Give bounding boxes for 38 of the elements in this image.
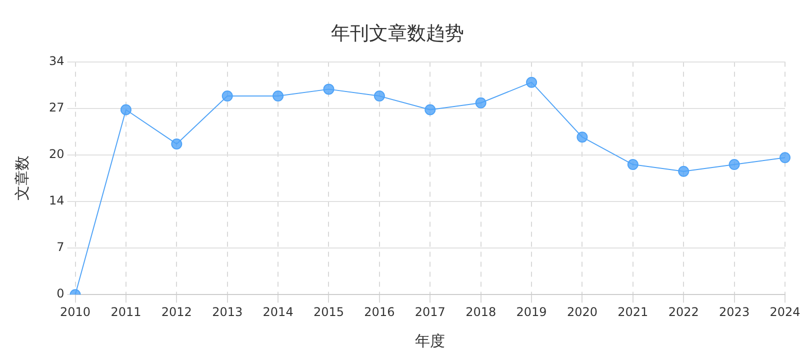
point (728, 159, 740, 170)
point (475, 97, 486, 108)
y-tick-label: 20 (48, 147, 64, 162)
point (272, 90, 284, 102)
x-tick-label: 2021 (618, 304, 648, 319)
y-tick-label: 14 (48, 194, 64, 208)
x-tick-label: 2011 (110, 304, 142, 319)
x-tick-label: 2014 (262, 304, 294, 319)
point (222, 90, 233, 102)
x-tick-label: 2010 (60, 304, 91, 319)
y-tick-label: 34 (48, 54, 64, 68)
point (323, 84, 334, 95)
x-tick-label: 2019 (516, 304, 547, 319)
point (120, 104, 132, 116)
x-tick-label: 2016 (364, 304, 395, 319)
point (526, 76, 538, 88)
point (678, 166, 690, 177)
point (424, 104, 436, 116)
point (780, 152, 790, 164)
y-tick-label: 27 (48, 100, 64, 114)
point (627, 159, 638, 170)
x-tick-label: 2022 (668, 304, 699, 319)
x-tick-label: 2023 (719, 304, 750, 319)
x-tick-label: 2012 (161, 304, 192, 319)
y-tick-label: 7 (56, 240, 64, 254)
x-tick-label: 2015 (313, 304, 344, 319)
x-tick-label: 2020 (566, 304, 598, 319)
x-axis-title: 年度 (415, 332, 446, 350)
point (171, 138, 182, 150)
y-tick-label: 0 (56, 286, 64, 301)
x-tick-label: 2024 (770, 304, 800, 319)
x-tick-label: 2018 (466, 304, 496, 319)
x-tick-label: 2017 (414, 304, 446, 319)
point (374, 90, 385, 102)
y-axis-title: 文章数 (12, 156, 31, 201)
x-tick-label: 2013 (212, 304, 243, 319)
point (576, 132, 588, 143)
chart-title: 年刊文章数趋势 (331, 22, 464, 44)
